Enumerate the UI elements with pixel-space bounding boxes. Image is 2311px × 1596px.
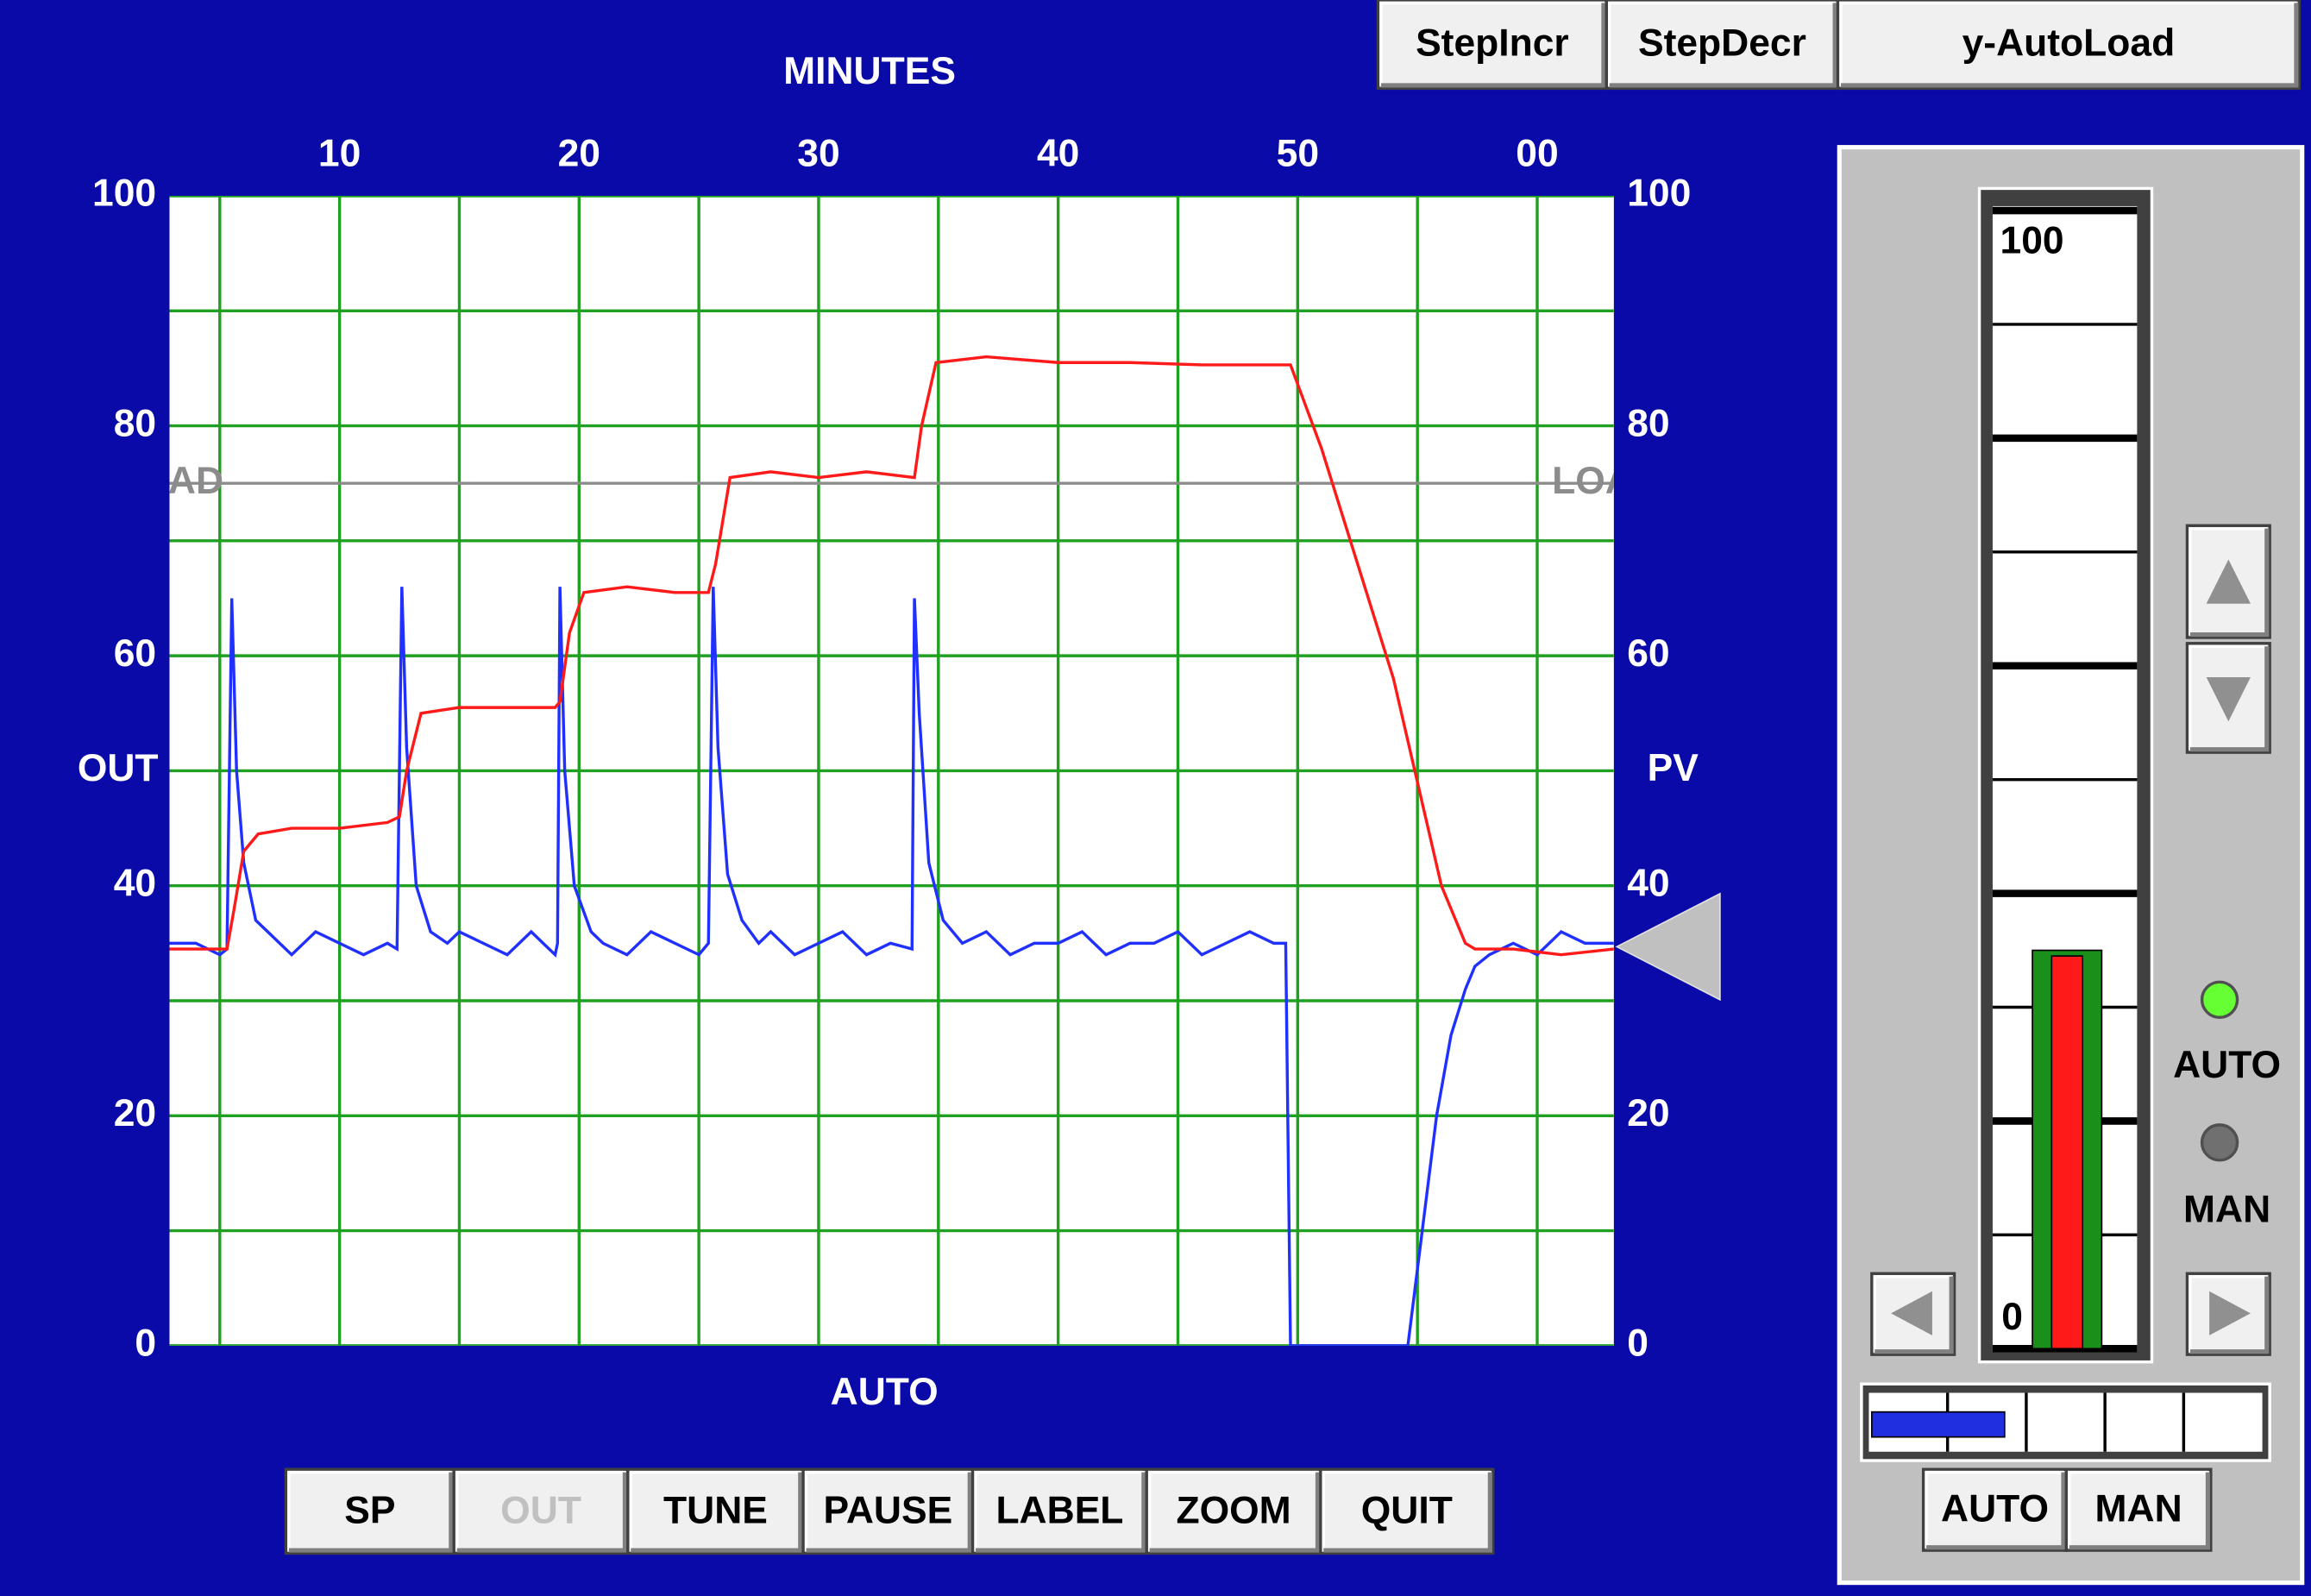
y2-tick-label: 40 [1627,862,1669,904]
command-button [452,1467,630,1555]
button-highlight [974,1470,1144,1551]
button-shadow [2189,1276,2270,1354]
mode-button-label: AUTO [1941,1488,2049,1530]
command-button-label: TUNE [663,1489,768,1531]
toolbar-button-label: StepDecr [1638,22,1806,65]
y-tick-label: 100 [92,173,156,215]
toolbar-button-label: y-AutoLoad [1962,22,2176,65]
button-shadow [2189,646,2270,752]
button-shadow [2189,528,2270,638]
command-button-label: LABEL [995,1489,1123,1531]
button-shadow [1840,3,2299,88]
hbar-bar [1870,1411,2006,1438]
command-button-label: QUIT [1361,1489,1453,1531]
toolbar-button[interactable] [1376,0,1609,91]
button-highlight [2189,644,2267,750]
button-shadow [1926,1472,2066,1550]
y-tick-label: 20 [114,1092,156,1134]
load-label: LOAD [115,460,223,502]
button-highlight [629,1470,801,1551]
arrow-icon [2206,559,2251,604]
button-highlight [1608,1,1836,85]
toolbar-button[interactable] [1605,0,1840,91]
button-shadow [806,1472,972,1553]
x-tick-label: 20 [558,133,600,175]
y-tick-label: 80 [114,402,156,444]
y2-tick-label: 100 [1627,173,1691,215]
toolbar-button-label: StepIncr [1416,22,1569,65]
x-tick-label: 30 [797,133,839,175]
command-button[interactable] [626,1467,805,1555]
arrow-icon [1891,1291,1932,1335]
x-tick-label: 40 [1037,133,1079,175]
button-shadow [2069,1472,2210,1550]
arrow-icon [2209,1291,2251,1335]
series-line [169,355,1614,957]
button-shadow [288,1472,454,1553]
command-button-label: ZOOM [1176,1489,1291,1531]
command-button-label: PAUSE [824,1489,953,1531]
plot: LOAD LOAD [115,195,1661,1346]
button-highlight [2189,1274,2267,1352]
gauge-bar [2050,955,2084,1350]
setpoint-marker [1615,892,1721,1002]
indicator-light [2200,980,2239,1019]
y-axis-title: OUT [78,747,159,789]
indicator-light [2200,1123,2239,1162]
arrow-icon [2206,677,2251,722]
button-highlight [455,1470,625,1551]
gauge-top-label: 100 [2000,219,2063,261]
button-highlight [1322,1470,1491,1551]
button-highlight [1839,1,2296,85]
command-button-label: OUT [500,1489,581,1531]
y-tick-label: 40 [114,862,156,904]
y2-tick-label: 0 [1627,1323,1648,1365]
button-highlight [287,1470,451,1551]
button-shadow [1323,1472,1492,1553]
x-tick-label: 10 [318,133,361,175]
button-highlight [2068,1470,2208,1548]
button-shadow [976,1472,1146,1553]
x-tick-label: 50 [1277,133,1319,175]
command-button[interactable] [970,1467,1148,1555]
y2-tick-label: 80 [1627,402,1669,444]
mode-button[interactable] [1921,1467,2069,1552]
button-shadow [1149,1472,1321,1553]
series-line [169,587,1614,1346]
y2-axis-title: PV [1648,747,1699,789]
y2-tick-label: 20 [1627,1092,1669,1134]
mode-button-label: MAN [2095,1488,2182,1530]
button-shadow [456,1472,627,1553]
load-label: LOAD [1552,460,1661,502]
button-highlight [1147,1470,1318,1551]
button-highlight [1925,1470,2063,1548]
x-tick-label: 00 [1516,133,1558,175]
y-tick-label: 0 [135,1323,156,1365]
button-shadow [1875,1276,1954,1354]
button-shadow [1609,3,1837,88]
indicator-label: AUTO [2173,1044,2281,1086]
button-shadow [631,1472,803,1553]
button-highlight [1379,1,1604,85]
gauge-bottom-label: 0 [2001,1296,2023,1338]
x-axis-title: MINUTES [783,50,956,92]
y-tick-label: 60 [114,632,156,675]
button-highlight [1873,1274,1952,1352]
indicator-label: MAN [2183,1188,2270,1230]
toolbar-button[interactable] [1836,0,2302,91]
command-button-label: SP [344,1489,395,1531]
button-highlight [2189,526,2267,635]
status-label: AUTO [831,1371,939,1413]
command-button[interactable] [801,1467,975,1555]
mode-button[interactable] [2064,1467,2213,1552]
command-button[interactable] [1319,1467,1495,1555]
command-button[interactable] [284,1467,455,1555]
ui: StepIncr StepDecr y-AutoLoad MINUTES AUTO OUT… [78,0,2302,1555]
y2-tick-label: 60 [1627,632,1669,675]
button-highlight [804,1470,970,1551]
button-shadow [1380,3,1606,88]
